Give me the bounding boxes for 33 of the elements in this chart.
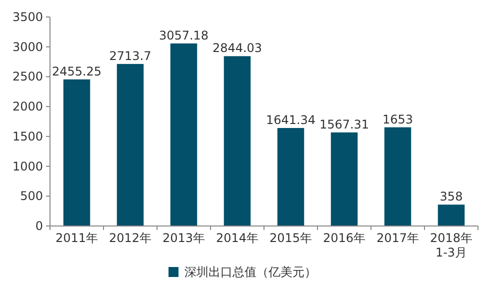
- bar: [384, 127, 412, 226]
- y-tick-label: 2500: [12, 70, 43, 84]
- x-tick-label: 2016年: [322, 231, 366, 245]
- x-tick-label: 2014年: [216, 231, 259, 245]
- data-label: 1641.34: [266, 112, 316, 127]
- bar: [170, 43, 198, 226]
- y-tick-label: 500: [20, 189, 43, 204]
- legend: 深圳出口总值（亿美元）: [168, 265, 316, 279]
- x-tick-label: 2013年: [162, 231, 206, 245]
- data-label: 1567.31: [319, 117, 370, 132]
- y-tick-label: 3000: [12, 40, 43, 54]
- y-tick-label: 2000: [12, 100, 43, 114]
- bar: [224, 56, 251, 226]
- y-tick-label: 3500: [12, 10, 43, 24]
- data-label: 2713.7: [109, 48, 152, 63]
- bar: [330, 132, 358, 226]
- data-label: 3057.18: [158, 28, 209, 42]
- bar: [116, 64, 144, 226]
- x-tick-label: 2011年: [55, 231, 98, 245]
- data-label: 358: [440, 190, 463, 204]
- x-tick-label: 2018年 1-3月: [430, 231, 473, 260]
- data-label: 2844.03: [212, 41, 262, 56]
- data-label: 2455.25: [52, 64, 102, 78]
- bar: [277, 128, 304, 226]
- y-tick-label: 1000: [12, 159, 43, 174]
- y-tick-label: 1500: [12, 129, 43, 144]
- bar: [438, 204, 465, 226]
- data-label: 1653: [382, 112, 414, 126]
- x-tick-label: 2012年: [108, 231, 152, 245]
- bar: [63, 79, 90, 226]
- x-tick-label: 2017年: [376, 231, 420, 245]
- y-tick-label: 0: [35, 219, 43, 233]
- x-tick-label: 2015年: [269, 231, 312, 245]
